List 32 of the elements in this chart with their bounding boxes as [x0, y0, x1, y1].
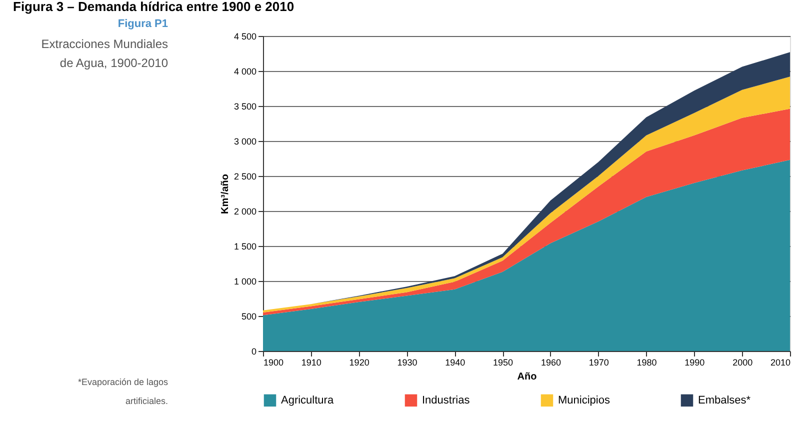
x-tick-label: 1910 [301, 358, 322, 368]
x-tick-label: 1990 [684, 358, 705, 368]
text: Extracciones Mundiales de Agua, 1900-2010 [41, 37, 168, 70]
y-tick-label: 2 000 [234, 206, 256, 216]
text: Figura 3 – Demanda hídrica entre 1900 e 2010 [13, 0, 294, 14]
x-tick-label: 1920 [349, 358, 370, 368]
x-tick-label: 2000 [732, 358, 753, 368]
y-tick-label: 1 000 [234, 276, 256, 286]
y-tick-label: 3 500 [234, 102, 256, 112]
legend-label: Industrias [422, 394, 470, 406]
y-axis-title: Km³/año [220, 174, 231, 214]
y-tick-label: 2 500 [234, 172, 256, 182]
x-tick-label: 1980 [636, 358, 657, 368]
x-tick-label: 1950 [493, 358, 514, 368]
legend-label: Municipios [558, 394, 610, 406]
y-tick-label: 3 000 [234, 136, 256, 146]
y-tick-label: 4 500 [234, 32, 256, 42]
y-tick-label: 4 000 [234, 66, 256, 76]
y-tick-label: 1 500 [234, 242, 256, 252]
x-tick-label: 1900 [264, 358, 284, 368]
y-tick-label: 0 [251, 346, 256, 356]
text: *Evaporación de lagos artificiales. [78, 377, 168, 406]
legend-label: Embalses* [698, 394, 752, 406]
x-tick-label: 1930 [397, 358, 418, 368]
x-axis-title: Año [517, 372, 537, 382]
x-tick-label: 2010 [770, 358, 790, 368]
text: Figura P1 [118, 18, 168, 30]
y-tick-label: 500 [241, 312, 256, 322]
legend-label: Agricultura [281, 394, 334, 406]
x-tick-label: 1960 [540, 358, 561, 368]
x-tick-label: 1970 [588, 358, 609, 368]
x-tick-label: 1940 [445, 358, 466, 368]
